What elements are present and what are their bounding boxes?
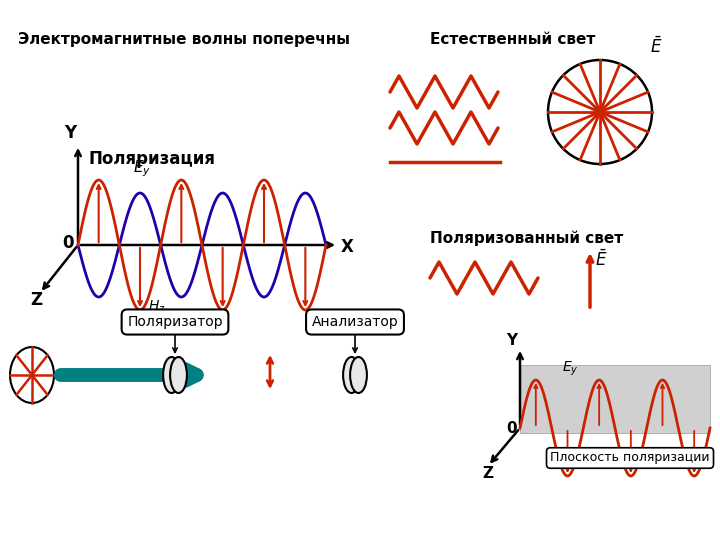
Text: $\bar{E}$: $\bar{E}$ <box>650 37 662 57</box>
Ellipse shape <box>163 357 180 393</box>
Text: Y: Y <box>506 333 517 348</box>
Text: $\bar{E}$: $\bar{E}$ <box>595 250 608 271</box>
Text: Электромагнитные волны поперечны: Электромагнитные волны поперечны <box>18 32 350 47</box>
Text: X: X <box>341 238 354 256</box>
Text: 0: 0 <box>62 234 73 252</box>
Text: Плоскость поляризации: Плоскость поляризации <box>550 451 710 464</box>
Bar <box>520 365 710 433</box>
Text: Z: Z <box>482 466 493 481</box>
Text: $H_z$: $H_z$ <box>148 299 166 315</box>
Text: Y: Y <box>64 124 76 142</box>
Text: Z: Z <box>30 291 42 309</box>
Text: 0: 0 <box>506 421 517 436</box>
Ellipse shape <box>350 357 367 393</box>
Text: Естественный свет: Естественный свет <box>430 32 595 47</box>
Ellipse shape <box>170 357 187 393</box>
Ellipse shape <box>343 357 360 393</box>
Text: Поляризация: Поляризация <box>88 150 215 168</box>
Text: $E_y$: $E_y$ <box>562 360 579 379</box>
Text: Анализатор: Анализатор <box>312 315 398 329</box>
Text: Поляризатор: Поляризатор <box>127 315 222 329</box>
Text: $E_y$: $E_y$ <box>133 158 151 179</box>
Text: Поляризованный свет: Поляризованный свет <box>430 230 624 246</box>
